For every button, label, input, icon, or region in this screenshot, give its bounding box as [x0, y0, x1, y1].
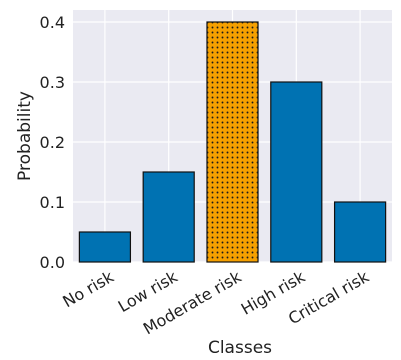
y-tick-labels: 0.0 0.1 0.2 0.3 0.4	[40, 13, 65, 272]
x-axis-label: Classes	[208, 338, 272, 358]
bar	[78, 231, 132, 263]
bar	[333, 201, 387, 263]
y-tick-label: 0.0	[40, 253, 65, 272]
y-tick-label: 0.3	[40, 73, 65, 92]
bar-highlighted	[206, 21, 259, 263]
bar	[270, 81, 323, 263]
y-tick-label: 0.1	[40, 193, 65, 212]
y-tick-label: 0.2	[40, 133, 65, 152]
bars	[78, 21, 387, 263]
bar	[142, 171, 195, 263]
x-tick-label: No risk	[59, 267, 117, 312]
y-tick-label: 0.4	[40, 13, 65, 32]
y-axis-label: Probability	[15, 91, 35, 181]
